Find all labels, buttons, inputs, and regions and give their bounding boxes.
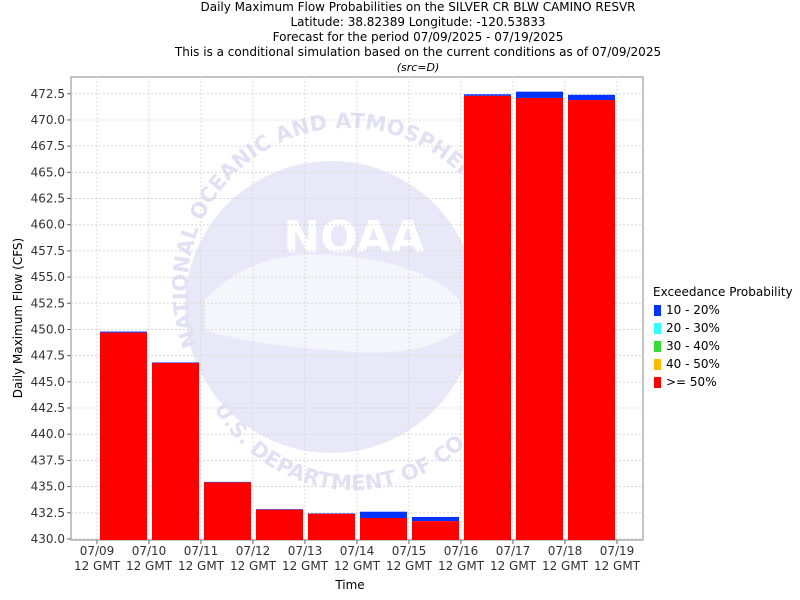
x-tick-label-date: 07/15: [392, 544, 427, 558]
y-tick-label: 432.5: [31, 506, 65, 520]
y-tick-label: 442.5: [31, 401, 65, 415]
legend-label-30-40: 30 - 40%: [666, 339, 720, 353]
y-axis: 430.0 432.5 435.0 437.5 440.0 442.5 445.0 447.5…: [31, 87, 71, 546]
bar-segment-10-20: [568, 94, 615, 101]
x-tick-label-date: 07/12: [236, 544, 271, 558]
legend-item-30-40: 30 - 40%: [653, 337, 793, 355]
legend-item-10-20: 10 - 20%: [653, 301, 793, 319]
legend-item-20-30: 20 - 30%: [653, 319, 793, 337]
bar-segment-ge50: [308, 513, 355, 540]
legend-label-20-30: 20 - 30%: [666, 321, 720, 335]
y-tick-label: 457.5: [31, 244, 65, 258]
legend: Exceedance Probability 10 - 20% 20 - 30%…: [653, 284, 793, 391]
bar-segment-ge50: [152, 362, 199, 540]
y-axis-title: Daily Maximum Flow (CFS): [11, 238, 25, 398]
y-tick-label: 450.0: [31, 322, 65, 336]
x-tick-label-date: 07/17: [496, 544, 531, 558]
bar-segment-10-20: [464, 94, 511, 96]
bar-segment-ge50: [360, 518, 407, 540]
bar-segment-10-20: [412, 516, 459, 522]
noaa-logo-text: NOAA: [283, 212, 424, 263]
bar-segment-ge50: [100, 332, 147, 540]
y-tick-label: 440.0: [31, 427, 65, 441]
x-tick-label-date: 07/13: [288, 544, 323, 558]
y-tick-label: 452.5: [31, 296, 65, 310]
chart-source: (src=D): [396, 61, 440, 74]
legend-swatch-20-30: [654, 322, 661, 334]
bar-segment-10-20: [256, 509, 303, 510]
bar-segment-10-20: [360, 511, 407, 519]
y-tick-label: 437.5: [31, 453, 65, 467]
legend-title: Exceedance Probability: [653, 285, 793, 299]
x-tick-label-time: 12 GMT: [490, 559, 537, 573]
bar-segment-10-20: [100, 331, 147, 333]
x-tick-label-date: 07/11: [184, 544, 219, 558]
bar-segment-ge50: [204, 482, 251, 540]
chart-location: Latitude: 38.82389 Longitude: -120.53833: [290, 15, 546, 29]
x-tick-label-time: 12 GMT: [282, 559, 329, 573]
x-tick-label-time: 12 GMT: [542, 559, 589, 573]
x-tick-label-time: 12 GMT: [178, 559, 225, 573]
y-tick-label: 467.5: [31, 139, 65, 153]
legend-swatch-10-20: [654, 304, 661, 316]
legend-label-ge50: >= 50%: [666, 375, 717, 389]
y-tick-label: 465.0: [31, 165, 65, 179]
y-tick-label: 470.0: [31, 113, 65, 127]
x-tick-label-date: 07/16: [444, 544, 479, 558]
y-tick-label: 435.0: [31, 480, 65, 494]
bar-segment-ge50: [568, 100, 615, 540]
legend-swatch-30-40: [654, 340, 661, 352]
bar-segment-ge50: [256, 509, 303, 540]
x-tick-label-date: 07/09: [80, 544, 115, 558]
chart-forecast-period: Forecast for the period 07/09/2025 - 07/…: [272, 30, 564, 44]
bar-segment-10-20: [152, 362, 199, 363]
x-tick-label-date: 07/14: [340, 544, 375, 558]
x-tick-label-time: 12 GMT: [230, 559, 277, 573]
y-tick-label: 447.5: [31, 349, 65, 363]
legend-item-40-50: 40 - 50%: [653, 355, 793, 373]
legend-swatch-ge50: [654, 376, 661, 388]
bar-segment-ge50: [412, 521, 459, 540]
legend-label-10-20: 10 - 20%: [666, 303, 720, 317]
y-tick-label: 430.0: [31, 532, 65, 546]
chart-title-block: Daily Maximum Flow Probabilities on the …: [0, 0, 800, 75]
legend-swatch-40-50: [654, 358, 661, 370]
bar-segment-10-20: [204, 481, 251, 483]
x-tick-label-time: 12 GMT: [126, 559, 173, 573]
x-tick-label-date: 07/19: [600, 544, 635, 558]
y-tick-label: 460.0: [31, 218, 65, 232]
x-axis-title: Time: [334, 578, 364, 592]
x-tick-label-date: 07/18: [548, 544, 583, 558]
legend-label-40-50: 40 - 50%: [666, 357, 720, 371]
x-tick-label-time: 12 GMT: [438, 559, 485, 573]
x-tick-label-time: 12 GMT: [74, 559, 121, 573]
y-tick-label: 455.0: [31, 270, 65, 284]
legend-item-ge50: >= 50%: [653, 373, 793, 391]
x-tick-label-time: 12 GMT: [334, 559, 381, 573]
x-tick-label-date: 07/10: [132, 544, 167, 558]
chart-title: Daily Maximum Flow Probabilities on the …: [200, 0, 636, 14]
bar-segment-10-20: [516, 91, 563, 98]
bar-segment-10-20: [308, 513, 355, 514]
y-tick-label: 462.5: [31, 192, 65, 206]
bars: [100, 91, 615, 541]
y-tick-label: 445.0: [31, 375, 65, 389]
x-tick-label-time: 12 GMT: [386, 559, 433, 573]
bar-segment-ge50: [516, 97, 563, 540]
x-tick-label-time: 12 GMT: [594, 559, 641, 573]
y-tick-label: 472.5: [31, 87, 65, 101]
bar-segment-ge50: [464, 95, 511, 541]
chart-simulation-note: This is a conditional simulation based o…: [174, 45, 662, 59]
